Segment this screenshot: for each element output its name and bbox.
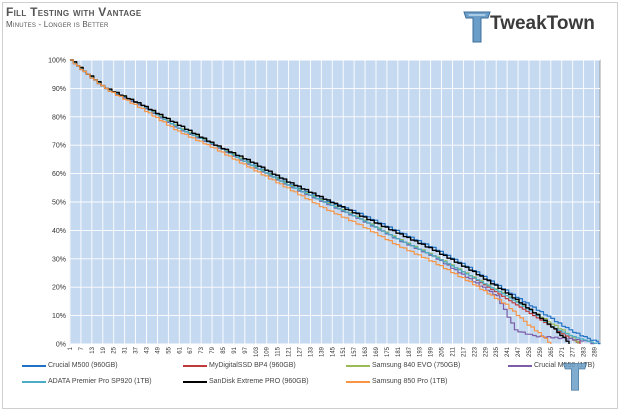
x-tick-label: 115 <box>276 346 282 356</box>
x-tick-label: 43 <box>144 346 150 353</box>
x-tick-label: 145 <box>330 346 336 357</box>
y-tick-label: 0% <box>56 342 66 349</box>
x-tick-label: 103 <box>254 346 260 357</box>
x-tick-label: 19 <box>101 346 107 353</box>
x-tick-label: 211 <box>450 346 456 356</box>
x-tick-label: 139 <box>319 346 325 357</box>
x-tick-label: 289 <box>593 346 599 357</box>
y-tick-label: 30% <box>52 256 66 263</box>
series-line-5 <box>70 59 570 344</box>
x-tick-label: 283 <box>582 346 588 357</box>
x-tick-label: 259 <box>538 346 544 357</box>
x-tick-label: 61 <box>177 346 183 353</box>
x-tick-label: 25 <box>112 346 118 353</box>
x-tick-label: 109 <box>265 346 271 357</box>
x-tick-label: 127 <box>297 346 303 357</box>
x-tick-label: 223 <box>472 346 478 357</box>
x-tick-label: 73 <box>199 346 205 353</box>
x-tick-label: 163 <box>363 346 369 357</box>
x-tick-label: 1 <box>68 346 74 350</box>
series-line-6 <box>70 59 552 344</box>
x-tick-label: 253 <box>527 346 533 357</box>
logo-text: TweakTown <box>490 13 595 34</box>
y-tick-label: 10% <box>52 313 66 320</box>
x-tick-label: 97 <box>243 346 249 353</box>
tweaktown-logo-icon <box>463 11 491 43</box>
x-tick-label: 121 <box>287 346 293 357</box>
x-tick-label: 265 <box>549 346 555 357</box>
x-tick-label: 49 <box>155 346 161 353</box>
x-tick-label: 247 <box>516 346 522 357</box>
x-tick-label: 277 <box>571 346 577 357</box>
x-tick-label: 85 <box>221 346 227 353</box>
y-tick-label: 50% <box>52 200 66 207</box>
x-tick-label: 205 <box>440 346 446 357</box>
x-tick-label: 7 <box>79 346 85 350</box>
x-tick-label: 151 <box>341 346 347 357</box>
x-tick-label: 181 <box>396 346 402 357</box>
x-tick-label: 37 <box>134 346 140 353</box>
x-tick-label: 229 <box>483 346 489 357</box>
x-tick-label: 193 <box>418 346 424 357</box>
y-tick-label: 60% <box>52 171 66 178</box>
x-tick-label: 199 <box>429 346 435 357</box>
watermark-logo-icon <box>562 363 588 391</box>
y-tick-label: 70% <box>52 143 66 150</box>
x-tick-label: 169 <box>374 346 380 357</box>
x-tick-label: 31 <box>123 346 129 353</box>
x-tick-label: 79 <box>210 346 216 353</box>
y-tick-label: 100% <box>48 58 66 65</box>
x-tick-label: 271 <box>560 346 566 357</box>
x-tick-label: 175 <box>385 346 391 357</box>
x-tick-label: 235 <box>494 346 500 357</box>
y-tick-label: 20% <box>52 285 66 292</box>
x-tick-label: 91 <box>232 346 238 353</box>
y-tick-label: 90% <box>52 86 66 93</box>
x-tick-label: 67 <box>188 346 194 353</box>
x-tick-label: 133 <box>308 346 314 357</box>
chart-subtitle: Minutes - Longer is Better <box>6 20 109 29</box>
y-tick-label: 40% <box>52 228 66 235</box>
x-tick-label: 241 <box>505 346 511 357</box>
x-tick-label: 217 <box>461 346 467 357</box>
chart-title: Fill Testing with Vantage <box>6 5 142 19</box>
x-tick-label: 157 <box>352 346 358 357</box>
x-tick-label: 13 <box>90 346 96 353</box>
y-tick-label: 80% <box>52 114 66 121</box>
x-tick-label: 55 <box>166 346 172 353</box>
x-tick-label: 187 <box>407 346 413 357</box>
